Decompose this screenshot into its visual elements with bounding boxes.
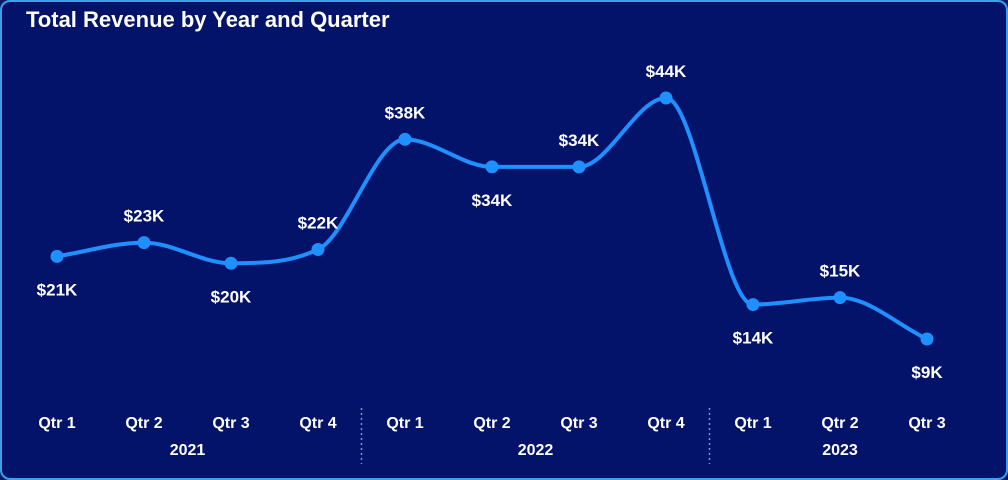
chart-title: Total Revenue by Year and Quarter	[26, 7, 390, 32]
x-tick-label-10: Qtr 2	[821, 415, 858, 432]
data-point-7[interactable]	[572, 160, 586, 174]
data-label-6: $34K	[472, 191, 513, 210]
data-label-9: $14K	[733, 329, 774, 348]
year-label-2023: 2023	[822, 442, 858, 459]
data-label-1: $21K	[37, 280, 78, 299]
data-point-2[interactable]	[137, 236, 151, 250]
x-tick-label-11: Qtr 3	[908, 415, 945, 432]
revenue-series-line	[55, 96, 929, 341]
data-label-3: $20K	[211, 287, 252, 306]
data-point-9[interactable]	[746, 298, 760, 312]
x-tick-label-6: Qtr 2	[473, 415, 510, 432]
x-tick-label-9: Qtr 1	[734, 415, 771, 432]
data-label-10: $15K	[820, 262, 861, 281]
x-tick-label-2: Qtr 2	[125, 415, 162, 432]
year-label-2022: 2022	[518, 442, 554, 459]
x-tick-label-4: Qtr 4	[299, 415, 336, 432]
data-point-3[interactable]	[224, 256, 238, 270]
data-point-4[interactable]	[311, 242, 325, 256]
x-tick-label-5: Qtr 1	[386, 415, 423, 432]
data-label-2: $23K	[124, 207, 165, 226]
data-point-10[interactable]	[833, 291, 847, 305]
x-tick-label-1: Qtr 1	[38, 415, 75, 432]
data-label-8: $44K	[646, 62, 687, 81]
data-point-11[interactable]	[920, 332, 934, 346]
data-point-5[interactable]	[398, 132, 412, 146]
x-tick-label-3: Qtr 3	[212, 415, 249, 432]
x-tick-label-8: Qtr 4	[647, 415, 684, 432]
data-label-7: $34K	[559, 131, 600, 150]
x-tick-label-7: Qtr 3	[560, 415, 597, 432]
data-label-5: $38K	[385, 103, 426, 122]
data-point-1[interactable]	[50, 249, 64, 263]
data-point-6[interactable]	[485, 160, 499, 174]
data-point-8[interactable]	[659, 91, 673, 105]
data-label-11: $9K	[911, 363, 943, 382]
year-label-2021: 2021	[170, 442, 206, 459]
data-label-4: $22K	[298, 213, 339, 232]
